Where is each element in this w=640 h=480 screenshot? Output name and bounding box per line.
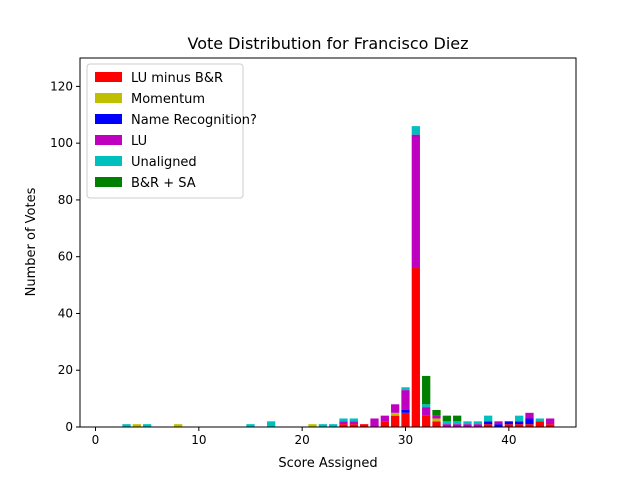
bar-0-41 [515,424,524,427]
bar-3-25 [349,421,358,425]
bar-4-31 [411,126,420,135]
legend-swatch-4 [95,156,122,166]
bar-0-25 [349,424,358,427]
bar-3-32 [422,407,431,416]
bar-2-38 [484,421,493,425]
legend-swatch-2 [95,114,122,124]
x-tick-label-0: 0 [92,433,100,447]
y-tick-label-100: 100 [50,136,73,150]
legend-box [86,63,244,199]
bar-1-21 [308,424,317,427]
bar-0-32 [422,415,431,427]
y-tick-label-80: 80 [58,193,73,207]
bar-5-34 [442,415,451,422]
bar-3-37 [473,424,482,427]
bar-4-5 [143,424,152,427]
y-tick-label-120: 120 [50,79,73,93]
bar-0-40 [504,424,513,427]
bar-5-32 [422,375,431,405]
plot-frame [79,57,577,428]
legend-swatch-1 [95,93,122,103]
bar-3-42 [525,412,534,419]
legend: LU minus B&R Momentum Name Recognition? LU U… [86,63,257,199]
bar-2-40 [504,421,513,425]
bar-1-33 [432,418,441,422]
bar-3-35 [453,424,462,427]
bar-3-27 [370,418,379,427]
bar-3-31 [411,134,420,269]
y-axis: 0 20 40 60 80 100 120 [50,79,80,434]
bar-4-41 [515,415,524,422]
bar-4-35 [453,421,462,425]
legend-swatch-5 [95,177,122,187]
bar-4-38 [484,415,493,422]
bar-3-24 [339,421,348,425]
bar-3-28 [380,415,389,422]
legend-label-2: Name Recognition? [131,113,257,128]
bar-0-42 [525,424,534,427]
bar-3-44 [546,418,555,425]
bar-5-33 [432,409,441,416]
bar-0-44 [546,424,555,427]
bar-4-25 [349,418,358,422]
x-axis-label: Score Assigned [278,456,377,471]
y-tick-label-40: 40 [58,306,73,320]
x-tick-label-30: 30 [398,433,413,447]
bar-2-39 [494,424,503,427]
legend-label-1: Momentum [131,92,205,107]
bar-1-29 [391,412,400,416]
bar-2-41 [515,421,524,425]
y-tick-label-20: 20 [58,363,73,377]
legend-swatch-3 [95,135,122,145]
chart-title: Vote Distribution for Francisco Diez [187,34,468,53]
bar-4-32 [422,404,431,408]
bar-4-15 [246,424,255,427]
bar-0-43 [535,421,544,427]
y-axis-label: Number of Votes [24,187,39,296]
bar-4-43 [535,418,544,422]
legend-label-5: B&R + SA [131,176,196,191]
bar-3-34 [442,424,451,427]
bar-0-29 [391,415,400,427]
bar-1-8 [174,424,183,427]
bar-4-23 [329,424,338,427]
bar-3-29 [391,404,400,413]
bar-2-42 [525,418,534,425]
legend-label-4: Unaligned [131,155,197,170]
bar-1-4 [132,424,141,427]
bar-2-30 [401,409,410,413]
bar-4-36 [463,421,472,425]
bar-4-17 [267,421,276,427]
bar-4-24 [339,418,348,422]
bars [122,126,555,427]
bar-0-30 [401,412,410,427]
bar-3-39 [494,421,503,425]
bar-4-22 [318,424,327,427]
bar-0-24 [339,424,348,427]
legend-label-3: LU [131,134,147,149]
bar-4-37 [473,421,482,425]
x-axis: 0 10 20 30 40 [92,427,516,447]
bar-0-33 [432,421,441,427]
bar-4-34 [442,421,451,425]
x-tick-label-20: 20 [295,433,310,447]
y-tick-label-0: 0 [65,420,73,434]
bar-0-31 [411,268,420,427]
bar-3-36 [463,424,472,427]
y-tick-label-60: 60 [58,250,73,264]
x-tick-label-10: 10 [191,433,206,447]
bar-5-35 [453,415,462,422]
bar-3-33 [432,415,441,419]
bar-0-26 [360,424,369,427]
bar-0-38 [484,424,493,427]
x-tick-label-40: 40 [501,433,516,447]
legend-label-0: LU minus B&R [131,71,223,86]
bar-0-28 [380,421,389,427]
bar-4-3 [122,424,131,427]
bar-3-30 [401,390,410,410]
legend-swatch-0 [95,72,122,82]
bar-4-30 [401,387,410,391]
